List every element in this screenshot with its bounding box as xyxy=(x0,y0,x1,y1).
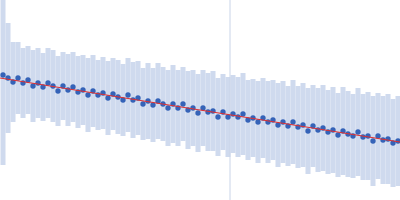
points xyxy=(0,72,400,145)
error-bar xyxy=(21,48,26,118)
point xyxy=(125,92,130,97)
error-bar xyxy=(181,67,186,141)
error-bar xyxy=(1,0,6,165)
error-bar xyxy=(176,70,181,146)
error-bar xyxy=(351,94,356,178)
plot-area xyxy=(0,0,400,200)
error-bar xyxy=(71,52,76,122)
point xyxy=(305,128,310,133)
error-bar xyxy=(201,70,206,146)
error-bar xyxy=(236,77,241,157)
error-bar xyxy=(261,78,266,158)
error-bar xyxy=(326,90,331,174)
error-bar xyxy=(166,70,171,146)
point xyxy=(195,110,200,115)
error-bar xyxy=(111,58,116,130)
error-bar xyxy=(221,74,226,150)
error-bar xyxy=(231,75,236,153)
error-bar xyxy=(356,88,361,176)
point xyxy=(140,101,145,106)
error-bar xyxy=(306,88,311,174)
point xyxy=(290,119,295,124)
reference xyxy=(230,0,231,200)
error-bar xyxy=(16,42,21,114)
error-bar xyxy=(86,58,91,132)
error-bar xyxy=(61,52,66,120)
error-bar xyxy=(151,68,156,142)
error-bar xyxy=(6,23,11,133)
error-bar xyxy=(361,94,366,180)
error-bar xyxy=(266,81,271,163)
error-bar xyxy=(391,99,396,187)
error-bar xyxy=(246,80,251,160)
point xyxy=(0,72,5,77)
point xyxy=(240,111,245,116)
error-bar xyxy=(126,58,131,132)
error-bar xyxy=(371,96,376,186)
point xyxy=(15,75,20,80)
error-bar xyxy=(211,71,216,151)
error-bar xyxy=(106,61,111,135)
error-bar xyxy=(81,55,86,125)
error-bar xyxy=(386,94,391,184)
point xyxy=(335,132,340,137)
point xyxy=(370,138,375,143)
error-bar xyxy=(286,86,291,166)
error-bar xyxy=(316,88,321,172)
error-bar xyxy=(41,53,46,121)
point xyxy=(355,129,360,134)
point xyxy=(165,105,170,110)
fit-line xyxy=(0,78,400,142)
error-bar xyxy=(156,63,161,139)
error-bar xyxy=(241,73,246,155)
error-bars xyxy=(1,0,400,187)
error-bar xyxy=(36,48,41,118)
fit-lines xyxy=(0,78,400,142)
error-bar xyxy=(66,54,71,126)
error-bar xyxy=(136,61,141,135)
error-bar xyxy=(216,78,221,156)
error-bar xyxy=(91,55,96,127)
error-bar xyxy=(11,42,16,122)
point xyxy=(55,88,60,93)
reference-line xyxy=(230,0,231,200)
error-bar xyxy=(311,85,316,167)
error-bar xyxy=(31,50,36,122)
error-bar xyxy=(141,68,146,140)
error-bar xyxy=(291,80,296,164)
point xyxy=(360,134,365,139)
error-bar xyxy=(46,48,51,118)
point xyxy=(215,114,220,119)
error-bar xyxy=(336,93,341,177)
error-bar xyxy=(301,83,306,167)
error-bar xyxy=(331,87,336,173)
error-bar xyxy=(186,71,191,149)
error-bar xyxy=(76,56,81,128)
error-bar xyxy=(56,56,61,126)
error-bar xyxy=(171,65,176,143)
error-bar xyxy=(341,87,346,175)
point xyxy=(235,114,240,119)
error-bar xyxy=(321,85,326,171)
error-bar xyxy=(256,81,261,163)
error-bar xyxy=(281,81,286,163)
point xyxy=(85,92,90,97)
error-bar xyxy=(101,57,106,129)
error-bar xyxy=(271,80,276,160)
error-bar xyxy=(96,60,101,130)
error-bar xyxy=(276,83,281,167)
error-bar xyxy=(296,86,301,168)
chart xyxy=(0,0,400,200)
error-bar xyxy=(26,46,31,114)
point xyxy=(180,101,185,106)
error-bar xyxy=(196,74,201,152)
error-bar xyxy=(121,64,126,136)
error-bar xyxy=(376,93,381,179)
